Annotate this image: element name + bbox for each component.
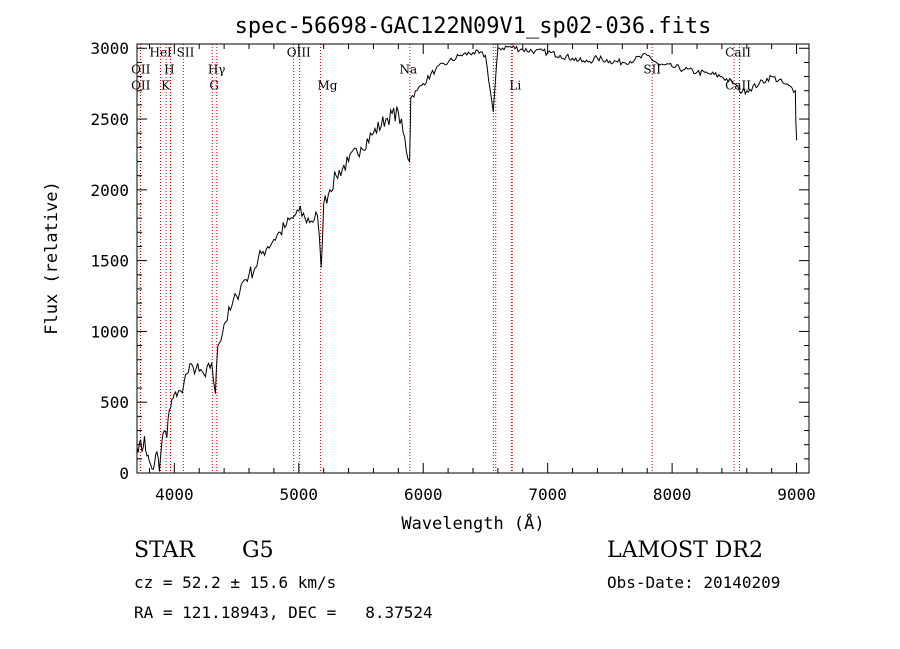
spectral-line-markers — [139, 44, 741, 473]
x-tick-label-3: 7000 — [528, 485, 567, 504]
y-tick-label-0: 0 — [119, 464, 129, 483]
series-line-0 — [136, 45, 798, 472]
x-tick-label-5: 9000 — [777, 485, 816, 504]
x-tick-label-0: 4000 — [155, 485, 194, 504]
line-label-9: Mg — [317, 78, 337, 92]
line-label-5: SII — [177, 46, 195, 60]
line-label-11: Li — [509, 78, 521, 92]
line-label-2: HeI — [149, 46, 172, 60]
x-tick-label-4: 8000 — [653, 485, 692, 504]
y-tick-label-2: 1000 — [90, 322, 129, 341]
line-label-12: SII — [643, 63, 661, 77]
chart-title: spec-56698-GAC122N09V1_sp02-036.fits — [235, 14, 712, 39]
y-tick-label-4: 2000 — [90, 181, 129, 200]
redshift-velocity: cz = 52.2 ± 15.6 km/s — [134, 573, 337, 592]
observation-date: Obs-Date: 20140209 — [607, 573, 781, 592]
x-tick-label-2: 6000 — [404, 485, 443, 504]
line-label-10: Na — [399, 63, 417, 77]
line-label-1: OII — [131, 78, 151, 92]
survey-name: LAMOST DR2 — [607, 538, 763, 563]
subclass: G5 — [242, 538, 274, 563]
line-label-7: G — [209, 78, 219, 92]
x-tick-label-1: 5000 — [280, 485, 319, 504]
line-label-6: Hγ — [208, 63, 226, 77]
y-tick-label-1: 500 — [100, 393, 129, 412]
line-label-3: H — [164, 63, 174, 77]
y-tick-label-6: 3000 — [90, 39, 129, 58]
coordinates: RA = 121.18943, DEC = 8.37524 — [134, 603, 433, 622]
plot-frame — [136, 43, 810, 474]
y-tick-label-5: 2500 — [90, 110, 129, 129]
object-class: STAR — [134, 538, 195, 563]
flux-series — [136, 45, 798, 472]
line-label-0: OII — [131, 63, 151, 77]
x-axis: 4000 5000 6000 7000 8000 9000 — [148, 44, 816, 504]
line-label-13: CaII — [725, 46, 751, 60]
line-label-4: K — [161, 78, 171, 92]
y-tick-label-3: 1500 — [90, 252, 129, 271]
x-axis-label: Wavelength (Å) — [401, 512, 544, 534]
y-axis-label: Flux (relative) — [42, 181, 62, 335]
y-axis: 0 500 1000 1500 2000 2500 3000 — [90, 39, 809, 483]
